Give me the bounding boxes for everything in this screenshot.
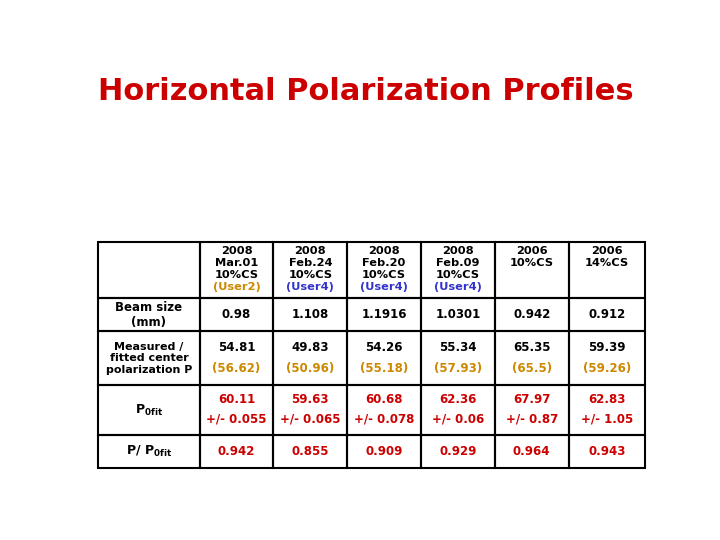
Bar [495, 241, 569, 298]
Text: 0.912: 0.912 [588, 308, 626, 321]
Bar [99, 386, 199, 435]
Bar [199, 435, 274, 468]
Text: 10%CS: 10%CS [510, 258, 554, 268]
Text: 10%CS: 10%CS [362, 270, 406, 280]
Text: Feb.24: Feb.24 [289, 258, 332, 268]
Text: +/- 1.05: +/- 1.05 [581, 413, 633, 426]
Text: 0.964: 0.964 [513, 445, 551, 458]
Text: Beam size
(mm): Beam size (mm) [115, 301, 182, 328]
Text: Feb.09: Feb.09 [436, 258, 480, 268]
Bar [421, 241, 495, 298]
Bar [347, 435, 421, 468]
Text: 2008: 2008 [220, 246, 252, 256]
Text: 0.942: 0.942 [217, 445, 255, 458]
Bar [347, 331, 421, 386]
Bar [99, 331, 199, 386]
Text: 0.909: 0.909 [366, 445, 402, 458]
Text: Mar.01: Mar.01 [215, 258, 258, 268]
Text: 0.855: 0.855 [292, 445, 329, 458]
Text: 0.98: 0.98 [222, 308, 251, 321]
Bar [421, 435, 495, 468]
Text: 65.35: 65.35 [513, 341, 551, 354]
Text: 59.63: 59.63 [292, 393, 329, 406]
Text: 2008: 2008 [294, 246, 326, 256]
Text: (59.26): (59.26) [582, 361, 631, 375]
Bar [347, 386, 421, 435]
Text: 1.108: 1.108 [292, 308, 329, 321]
Text: 2008: 2008 [442, 246, 474, 256]
Text: (55.18): (55.18) [360, 361, 408, 375]
Bar [569, 241, 645, 298]
Text: 54.81: 54.81 [217, 341, 255, 354]
Bar [569, 435, 645, 468]
Text: P$_{\mathregular{0fit}}$: P$_{\mathregular{0fit}}$ [135, 402, 163, 417]
Text: 10%CS: 10%CS [436, 270, 480, 280]
Bar [347, 241, 421, 298]
Text: Horizontal Polarization Profiles: Horizontal Polarization Profiles [99, 77, 634, 106]
Text: +/- 0.06: +/- 0.06 [432, 413, 484, 426]
Bar [421, 386, 495, 435]
Bar [274, 241, 347, 298]
Text: 2008: 2008 [369, 246, 400, 256]
Text: +/- 0.078: +/- 0.078 [354, 413, 414, 426]
Bar [274, 298, 347, 331]
Bar [274, 435, 347, 468]
Bar [569, 331, 645, 386]
Bar [199, 331, 274, 386]
Text: 14%CS: 14%CS [585, 258, 629, 268]
Text: (User4): (User4) [360, 282, 408, 293]
Bar [421, 298, 495, 331]
Text: +/- 0.87: +/- 0.87 [505, 413, 558, 426]
Text: 60.68: 60.68 [365, 393, 403, 406]
Text: P/ P$_{\mathregular{0fit}}$: P/ P$_{\mathregular{0fit}}$ [126, 444, 172, 459]
Bar [421, 331, 495, 386]
Text: 49.83: 49.83 [292, 341, 329, 354]
Text: (50.96): (50.96) [286, 361, 334, 375]
Text: 0.929: 0.929 [439, 445, 477, 458]
Text: 62.83: 62.83 [588, 393, 626, 406]
Text: 60.11: 60.11 [218, 393, 255, 406]
Text: (65.5): (65.5) [512, 361, 552, 375]
Text: 10%CS: 10%CS [215, 270, 258, 280]
Bar [99, 298, 199, 331]
Text: Measured /
fitted center
polarization P: Measured / fitted center polarization P [106, 342, 192, 375]
Text: (User4): (User4) [434, 282, 482, 293]
Text: 1.1916: 1.1916 [361, 308, 407, 321]
Text: 1.0301: 1.0301 [436, 308, 480, 321]
Bar [274, 331, 347, 386]
Bar [495, 331, 569, 386]
Bar [199, 298, 274, 331]
Text: +/- 0.055: +/- 0.055 [206, 413, 266, 426]
Text: Feb.20: Feb.20 [362, 258, 406, 268]
Text: 54.26: 54.26 [365, 341, 403, 354]
Bar [569, 386, 645, 435]
Bar [495, 386, 569, 435]
Bar [274, 386, 347, 435]
Bar [199, 241, 274, 298]
Bar [495, 298, 569, 331]
Text: 55.34: 55.34 [439, 341, 477, 354]
Text: 10%CS: 10%CS [288, 270, 332, 280]
Bar [347, 298, 421, 331]
Bar [569, 298, 645, 331]
Text: (57.93): (57.93) [434, 361, 482, 375]
Text: 0.943: 0.943 [588, 445, 626, 458]
Text: 59.39: 59.39 [588, 341, 626, 354]
Text: 2006: 2006 [516, 246, 547, 256]
Bar [99, 435, 199, 468]
Text: 0.942: 0.942 [513, 308, 550, 321]
Bar [199, 386, 274, 435]
Text: 67.97: 67.97 [513, 393, 550, 406]
Text: 62.36: 62.36 [439, 393, 477, 406]
Text: (56.62): (56.62) [212, 361, 261, 375]
Bar [495, 435, 569, 468]
Bar [99, 241, 199, 298]
Text: (User2): (User2) [212, 282, 261, 293]
Text: 2006: 2006 [591, 246, 623, 256]
Text: +/- 0.065: +/- 0.065 [280, 413, 341, 426]
Text: (User4): (User4) [287, 282, 334, 293]
